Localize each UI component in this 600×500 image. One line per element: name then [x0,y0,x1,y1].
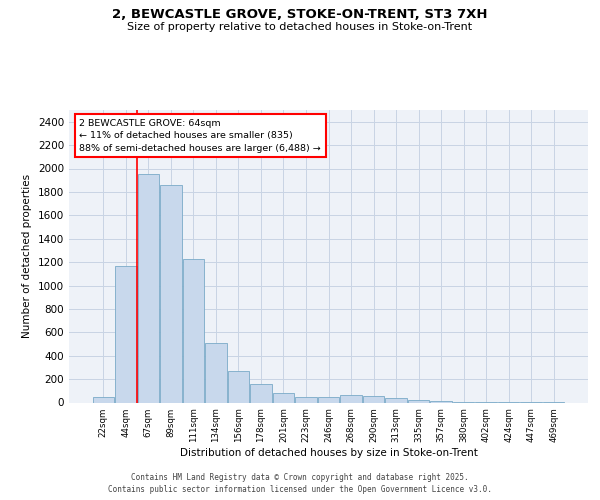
X-axis label: Distribution of detached houses by size in Stoke-on-Trent: Distribution of detached houses by size … [179,448,478,458]
Text: 2 BEWCASTLE GROVE: 64sqm
← 11% of detached houses are smaller (835)
88% of semi-: 2 BEWCASTLE GROVE: 64sqm ← 11% of detach… [79,119,321,153]
Text: Size of property relative to detached houses in Stoke-on-Trent: Size of property relative to detached ho… [127,22,473,32]
Bar [295,396,317,402]
Bar [385,398,407,402]
Text: 2, BEWCASTLE GROVE, STOKE-ON-TRENT, ST3 7XH: 2, BEWCASTLE GROVE, STOKE-ON-TRENT, ST3 … [112,8,488,20]
Bar [363,396,384,402]
Bar [250,384,272,402]
Bar [318,396,339,402]
Bar [115,266,137,402]
Bar [182,258,204,402]
Bar [228,372,249,402]
Y-axis label: Number of detached properties: Number of detached properties [22,174,32,338]
Bar [137,174,159,402]
Bar [205,343,227,402]
Bar [160,185,182,402]
Bar [430,401,452,402]
Bar [273,392,294,402]
Bar [340,396,362,402]
Bar [92,396,114,402]
Text: Contains HM Land Registry data © Crown copyright and database right 2025.
Contai: Contains HM Land Registry data © Crown c… [108,472,492,494]
Bar [408,400,429,402]
